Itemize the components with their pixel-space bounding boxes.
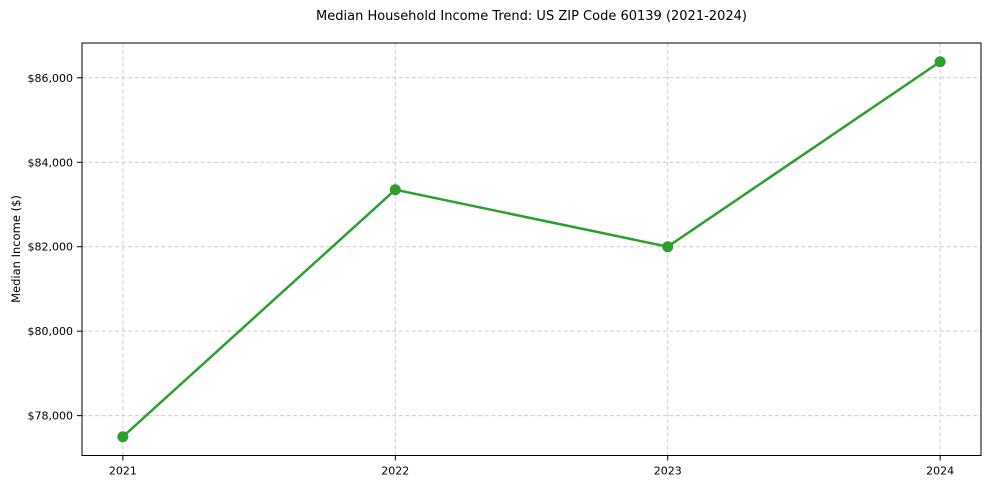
y-tick-label: $80,000 — [28, 325, 74, 338]
data-point-2022 — [389, 184, 401, 196]
y-tick-label: $82,000 — [28, 241, 74, 254]
y-tick-label: $78,000 — [28, 410, 74, 423]
y-tick-label: $84,000 — [28, 156, 74, 169]
y-tick-label: $86,000 — [28, 72, 74, 85]
data-point-2024 — [934, 56, 946, 68]
data-point-2023 — [662, 241, 674, 253]
chart-title: Median Household Income Trend: US ZIP Co… — [316, 9, 747, 24]
trend-line — [121, 60, 942, 438]
data-point-2021 — [117, 431, 129, 443]
x-tick-label: 2022 — [381, 465, 409, 478]
x-tick-label: 2023 — [654, 465, 682, 478]
plot-border — [81, 42, 982, 456]
x-tick-label: 2021 — [109, 465, 137, 478]
x-tick-label: 2024 — [926, 465, 954, 478]
